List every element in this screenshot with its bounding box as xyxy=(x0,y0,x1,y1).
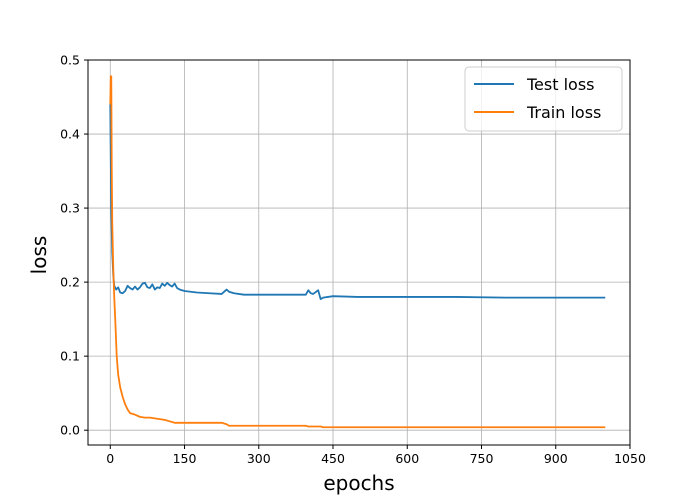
plot-frame xyxy=(87,59,631,446)
y-tick-label: 0.1 xyxy=(60,349,80,364)
x-tick-label: 0 xyxy=(106,451,114,466)
y-tick-label: 0.3 xyxy=(60,201,80,216)
x-tick-label: 600 xyxy=(395,451,419,466)
x-tick-label: 1050 xyxy=(614,451,646,466)
series-line-train-loss xyxy=(109,75,606,429)
x-tick-label: 300 xyxy=(247,451,271,466)
x-axis-label: epochs xyxy=(323,471,394,495)
y-axis-label: loss xyxy=(27,236,51,275)
legend-label-test-loss: Test loss xyxy=(526,75,595,94)
y-tick-label: 0.0 xyxy=(60,423,80,438)
y-axis-ticks: 0.0 0.1 0.2 0.3 0.4 0.5 xyxy=(60,53,88,438)
x-tick-label: 750 xyxy=(470,451,494,466)
y-tick-label: 0.4 xyxy=(60,127,80,142)
x-tick-label: 450 xyxy=(321,451,345,466)
y-tick-label: 0.2 xyxy=(60,275,80,290)
x-tick-label: 900 xyxy=(544,451,568,466)
legend: Test loss Train loss xyxy=(464,66,623,132)
x-tick-label: 150 xyxy=(173,451,197,466)
series-lines xyxy=(109,75,606,429)
legend-label-train-loss: Train loss xyxy=(526,103,601,122)
series-line-test-loss xyxy=(109,104,606,301)
x-axis-ticks: 0 150 300 450 600 750 900 1050 xyxy=(106,445,646,466)
y-tick-label: 0.5 xyxy=(60,53,80,68)
